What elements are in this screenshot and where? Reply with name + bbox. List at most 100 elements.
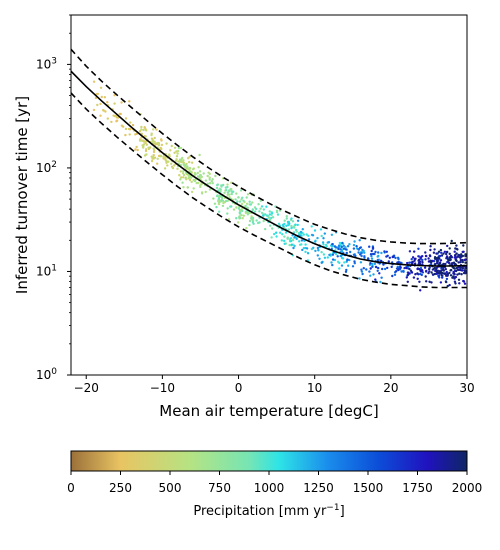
scatter-point	[273, 232, 276, 236]
scatter-point	[314, 240, 317, 243]
scatter-point	[245, 202, 249, 205]
x-tick-label: 30	[459, 381, 474, 395]
scatter-point	[287, 223, 290, 227]
scatter-point	[164, 158, 167, 161]
scatter-point	[335, 246, 338, 249]
y-tick-label: 100	[36, 367, 57, 382]
scatter-point	[232, 208, 236, 211]
scatter-point	[96, 103, 99, 107]
scatter-point	[188, 155, 191, 158]
scatter-point	[171, 166, 175, 170]
scatter-point	[305, 233, 308, 236]
scatter-point	[262, 214, 265, 217]
scatter-point	[439, 281, 443, 284]
scatter-point	[454, 256, 457, 259]
scatter-point	[452, 272, 456, 275]
scatter-point	[405, 266, 408, 270]
scatter-point	[157, 144, 161, 147]
scatter-point	[198, 170, 202, 173]
scatter-point	[448, 283, 451, 287]
scatter-point	[271, 216, 275, 219]
scatter-point	[291, 220, 295, 223]
scatter-point	[211, 182, 214, 185]
scatter-point	[211, 178, 214, 181]
scatter-point	[115, 120, 118, 123]
scatter-point	[128, 133, 131, 136]
scatter-point	[152, 150, 156, 154]
scatter-point	[358, 246, 362, 250]
scatter-point	[450, 239, 453, 243]
scatter-point	[160, 147, 163, 151]
scatter-point	[357, 251, 360, 254]
scatter-point	[390, 265, 393, 269]
scatter-point	[200, 175, 203, 179]
scatter-point	[456, 248, 459, 251]
scatter-point	[208, 178, 211, 181]
x-tick-label: 0	[235, 381, 243, 395]
scatter-point	[295, 237, 298, 241]
scatter-point	[241, 217, 244, 220]
scatter-point	[442, 252, 445, 255]
scatter-point	[160, 139, 163, 142]
scatter-point	[145, 143, 149, 146]
scatter-point	[262, 219, 265, 223]
scatter-point	[373, 262, 377, 266]
scatter-point	[174, 159, 178, 162]
scatter-point	[255, 219, 258, 222]
scatter-point	[370, 257, 374, 260]
scatter-point	[283, 239, 286, 243]
scatter-point	[348, 258, 351, 262]
scatter-point	[238, 211, 241, 214]
scatter-point	[408, 250, 412, 253]
scatter-point	[198, 176, 202, 180]
scatter-point	[425, 254, 428, 258]
scatter-point	[283, 222, 286, 226]
scatter-point	[416, 277, 419, 280]
scatter-point	[338, 241, 342, 245]
scatter-point	[459, 261, 462, 264]
scatter-point	[226, 207, 229, 210]
scatter-point	[427, 267, 431, 271]
scatter-point	[296, 223, 299, 227]
scatter-point	[251, 216, 255, 220]
colorbar-tick-label: 250	[109, 481, 132, 495]
scatter-point	[190, 190, 194, 194]
scatter-point	[169, 149, 172, 152]
scatter-point	[313, 229, 317, 232]
scatter-point	[464, 266, 467, 269]
scatter-point	[139, 139, 142, 142]
scatter-point	[443, 250, 447, 253]
scatter-point	[316, 246, 320, 250]
scatter-point	[92, 80, 96, 83]
scatter-point	[115, 115, 118, 118]
scatter-point	[151, 139, 154, 143]
scatter-point	[408, 261, 411, 264]
scatter-point	[179, 178, 182, 181]
scatter-point	[363, 255, 366, 258]
scatter-point	[248, 219, 252, 223]
scatter-point	[188, 167, 192, 170]
scatter-point	[187, 157, 190, 160]
scatter-point	[362, 267, 365, 270]
scatter-point	[177, 146, 181, 150]
scatter-point	[429, 263, 433, 266]
scatter-point	[173, 146, 177, 149]
scatter-point	[447, 258, 450, 261]
scatter-point	[100, 95, 104, 99]
scatter-point	[330, 233, 334, 236]
scatter-point	[380, 251, 383, 255]
colorbar-tick-label: 750	[208, 481, 231, 495]
scatter-point	[432, 251, 436, 254]
scatter-point	[446, 284, 449, 288]
scatter-point	[223, 191, 226, 194]
fit-lines	[71, 48, 467, 289]
x-tick-label: 20	[383, 381, 398, 395]
scatter-point	[226, 183, 229, 186]
scatter-point	[92, 108, 96, 112]
scatter-point	[177, 160, 180, 163]
scatter-point	[304, 243, 307, 246]
scatter-point	[433, 272, 436, 276]
scatter-point	[290, 226, 293, 230]
scatter-point	[287, 228, 291, 231]
scatter-point	[153, 149, 156, 152]
